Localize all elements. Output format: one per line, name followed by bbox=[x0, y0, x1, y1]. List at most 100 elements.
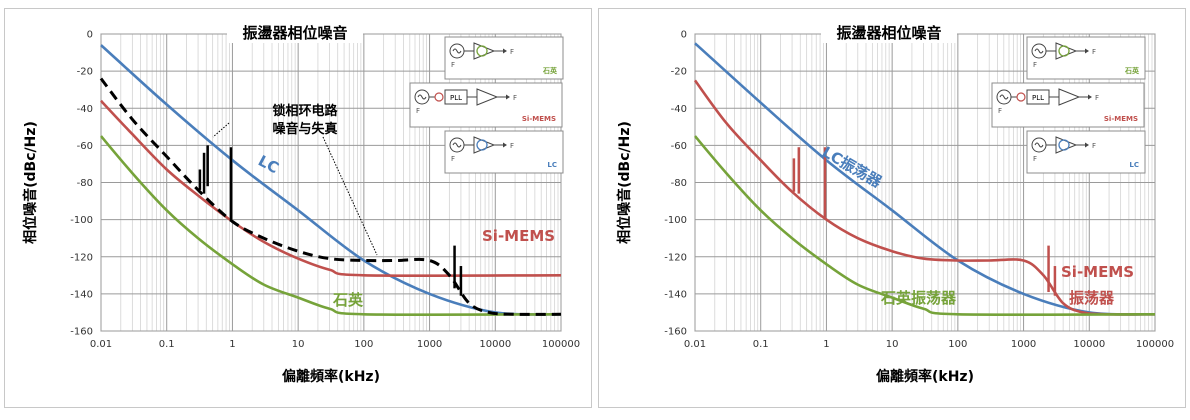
sine-icon bbox=[452, 48, 462, 54]
pll-label-line1: 锁相环电路 bbox=[272, 103, 338, 119]
y-tick-label: -40 bbox=[671, 104, 687, 115]
y-tick-label: -60 bbox=[77, 141, 93, 152]
sine-icon bbox=[1034, 48, 1044, 54]
series-line-LC bbox=[100, 44, 562, 316]
title-bg bbox=[227, 23, 363, 43]
inset-fout-label: F bbox=[510, 142, 514, 150]
y-tick-label: -20 bbox=[671, 67, 687, 78]
x-axis-label: 偏離頻率(kHz) bbox=[282, 368, 380, 385]
y-tick-label: -80 bbox=[671, 178, 687, 189]
inset-label: LC bbox=[1129, 161, 1139, 169]
inset-fref-label: F bbox=[1033, 155, 1037, 163]
y-tick-label: 0 bbox=[681, 30, 687, 41]
inset-Si-MEMS: F PLL F Si-MEMS bbox=[409, 82, 563, 128]
x-tick-label: 0.1 bbox=[159, 339, 175, 350]
resonator-icon bbox=[476, 139, 488, 151]
arrow-icon bbox=[506, 94, 510, 100]
inset-label: LC bbox=[547, 161, 557, 169]
series-line-Si-MEMS bbox=[100, 99, 562, 277]
left-chart-panel: 0.01 0.1 1 10 100 1000 10000 100000 0 -20 -40 -60 -8… bbox=[4, 8, 592, 408]
x-tick-label: 0.1 bbox=[753, 339, 769, 350]
inset-box bbox=[444, 130, 564, 174]
inset-fref-label: F bbox=[416, 107, 420, 115]
y-tick-label: -80 bbox=[77, 178, 93, 189]
y-tick-label: -100 bbox=[70, 215, 93, 226]
pll-label-line2: 噪音与失真 bbox=[272, 121, 337, 137]
inset-fout-label: F bbox=[1092, 48, 1096, 56]
inset-LC: F F LC bbox=[444, 130, 564, 174]
y-tick-label: -100 bbox=[664, 215, 687, 226]
series-label-quartz: 石英 bbox=[332, 291, 364, 309]
inset-石英: F F 石英 bbox=[444, 36, 564, 80]
y-tick-label: 0 bbox=[87, 30, 93, 41]
resonator-icon bbox=[1058, 45, 1070, 57]
mems-resonator-icon bbox=[434, 92, 444, 102]
x-tick-label: 100000 bbox=[1136, 339, 1174, 350]
y-tick-label: -160 bbox=[70, 327, 93, 338]
inset-fref-label: F bbox=[998, 107, 1002, 115]
x-tick-label: 1000 bbox=[1011, 339, 1036, 350]
resonator-icon bbox=[476, 45, 488, 57]
pll-block-label: PLL bbox=[1032, 94, 1044, 102]
resonator-icon bbox=[1058, 139, 1070, 151]
arrow-icon bbox=[503, 48, 507, 54]
y-tick-label: -120 bbox=[70, 252, 93, 263]
chart-title: 振盪器相位噪音 bbox=[836, 24, 941, 42]
pll-pointer-left bbox=[212, 122, 230, 138]
inset-fref-label: F bbox=[451, 155, 455, 163]
series-line-Si-MEMS-振荡器 bbox=[693, 79, 1156, 316]
inset-fout-label: F bbox=[1092, 142, 1096, 150]
arrow-icon bbox=[1088, 94, 1092, 100]
inset-LC: F F LC bbox=[1026, 130, 1146, 174]
series-line-石英振荡器 bbox=[694, 135, 1156, 316]
inset-fout-label: F bbox=[510, 48, 514, 56]
series-label-quartz: 石英振荡器 bbox=[880, 289, 957, 307]
series-line-锁相环电路-噪音与失真 bbox=[99, 77, 562, 316]
title-bg bbox=[821, 23, 957, 43]
inset-fout-label: F bbox=[1095, 94, 1099, 102]
arrow-icon bbox=[1085, 142, 1089, 148]
x-tick-label: 10 bbox=[292, 339, 305, 350]
y-tick-label: -60 bbox=[671, 141, 687, 152]
series-label-mems: Si-MEMS bbox=[482, 227, 555, 245]
x-tick-label: 10000 bbox=[1073, 339, 1105, 350]
y-tick-label: -120 bbox=[664, 252, 687, 263]
inset-label: 石英 bbox=[1124, 66, 1140, 75]
x-tick-label: 100 bbox=[354, 339, 373, 350]
mems-resonator-icon bbox=[1016, 92, 1026, 102]
y-tick-label: -140 bbox=[664, 289, 687, 300]
inset-box bbox=[1026, 130, 1146, 174]
sine-icon bbox=[417, 94, 427, 100]
y-axis-label: 相位噪音(dBc/Hz) bbox=[22, 121, 39, 244]
sine-icon bbox=[452, 142, 462, 148]
x-tick-label: 0.01 bbox=[684, 339, 706, 350]
x-tick-label: 100 bbox=[948, 339, 967, 350]
inset-box bbox=[409, 82, 563, 128]
chart-title: 振盪器相位噪音 bbox=[242, 24, 347, 42]
y-tick-label: -40 bbox=[77, 104, 93, 115]
series-label-mems: Si-MEMS bbox=[1061, 263, 1134, 281]
inset-Si-MEMS: F PLL F Si-MEMS bbox=[991, 82, 1145, 128]
inset-label: Si-MEMS bbox=[522, 115, 556, 123]
inset-box bbox=[1026, 36, 1146, 80]
x-tick-label: 100000 bbox=[542, 339, 580, 350]
y-tick-label: -20 bbox=[77, 67, 93, 78]
right-chart-panel: 0.01 0.1 1 10 100 1000 10000 100000 0 -20 -40 -60 -8… bbox=[598, 8, 1186, 408]
sine-icon bbox=[1034, 142, 1044, 148]
x-tick-label: 1000 bbox=[417, 339, 442, 350]
y-tick-label: -160 bbox=[664, 327, 687, 338]
sine-icon bbox=[999, 94, 1009, 100]
inset-fref-label: F bbox=[1033, 61, 1037, 69]
inset-石英: F F 石英 bbox=[1026, 36, 1146, 80]
inset-box bbox=[991, 82, 1145, 128]
y-tick-label: -140 bbox=[70, 289, 93, 300]
inset-fout-label: F bbox=[513, 94, 517, 102]
series-label-mems-2: 振荡器 bbox=[1069, 289, 1115, 307]
pll-block-label: PLL bbox=[450, 94, 462, 102]
pll-pointer-right bbox=[322, 136, 378, 256]
series-line-石英 bbox=[100, 135, 562, 316]
amplifier-icon bbox=[1058, 88, 1081, 106]
right-chart: 0.01 0.1 1 10 100 1000 10000 100000 0 -20 -40 -60 -8… bbox=[616, 23, 1174, 385]
x-tick-label: 1 bbox=[823, 339, 829, 350]
